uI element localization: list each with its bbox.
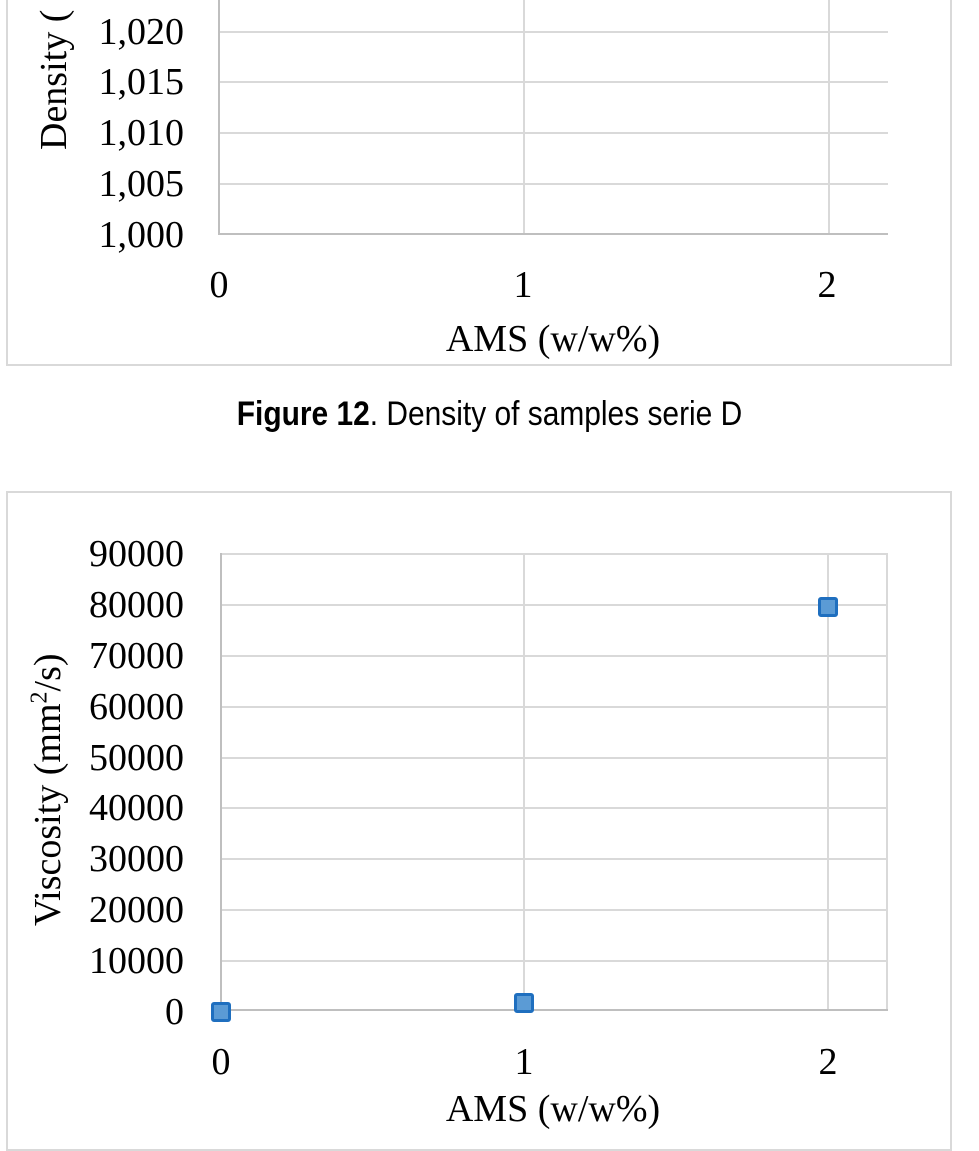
gridline (220, 655, 888, 657)
density-plot-area (218, 0, 888, 235)
gridline (218, 81, 888, 83)
viscosity-y-axis (220, 553, 222, 1011)
y-tick: 1,000 (98, 214, 185, 256)
figure-caption: Figure 12. Density of samples serie D (59, 394, 921, 434)
density-y-axis (218, 0, 220, 235)
x-tick: 1 (513, 264, 533, 306)
gridline (218, 132, 888, 134)
viscosity-chart-frame (6, 491, 952, 1151)
gridline (827, 553, 829, 1011)
gridline (220, 604, 888, 606)
y-tick: 40000 (89, 787, 184, 829)
gridline (220, 706, 888, 708)
y-tick: 1,015 (98, 61, 185, 103)
data-point-marker[interactable] (818, 597, 838, 617)
gridline (220, 858, 888, 860)
y-tick: 50000 (89, 737, 184, 779)
y-tick: 1,010 (98, 112, 185, 154)
x-tick: 2 (817, 264, 837, 306)
viscosity-plot-area (220, 553, 888, 1011)
gridline (220, 553, 888, 555)
viscosity-x-axis-label: AMS (w/w%) (445, 1088, 661, 1130)
gridline (828, 0, 830, 235)
gridline (523, 0, 525, 235)
figure-caption-text: . Density of samples serie D (369, 395, 743, 433)
y-tick: 80000 (89, 584, 184, 626)
gridline (220, 757, 888, 759)
y-tick: 10000 (89, 940, 184, 982)
data-point-marker[interactable] (211, 1002, 231, 1022)
gridline (220, 909, 888, 911)
y-tick: 60000 (89, 686, 184, 728)
gridline (220, 960, 888, 962)
gridline (218, 31, 888, 33)
gridline (218, 183, 888, 185)
density-x-axis (218, 233, 888, 235)
x-tick: 0 (211, 1041, 231, 1083)
y-tick: 1,005 (98, 163, 185, 205)
x-tick: 2 (818, 1041, 838, 1083)
y-tick: 30000 (89, 838, 184, 880)
gridline (886, 553, 888, 1011)
y-tick: 0 (165, 991, 184, 1033)
density-x-axis-label: AMS (w/w%) (445, 318, 661, 360)
figure-caption-label: Figure 12 (236, 395, 370, 433)
gridline (523, 553, 525, 1011)
viscosity-x-axis (220, 1009, 888, 1011)
data-point-marker[interactable] (514, 993, 534, 1013)
y-tick: 90000 (89, 533, 184, 575)
x-tick: 1 (514, 1041, 534, 1083)
x-tick: 0 (209, 264, 229, 306)
y-tick: 20000 (89, 889, 184, 931)
y-tick: 70000 (89, 635, 184, 677)
y-tick: 1,020 (98, 11, 185, 53)
gridline (220, 807, 888, 809)
